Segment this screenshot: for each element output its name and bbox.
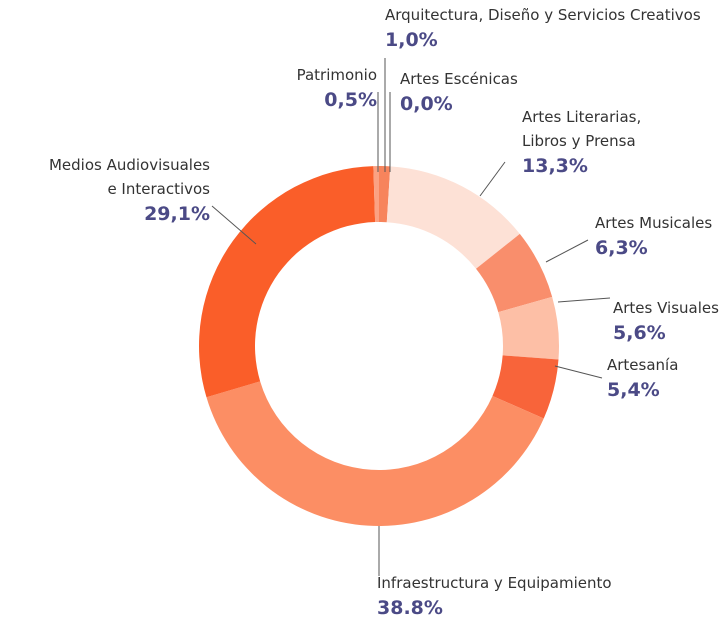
value-label: 5,6%	[613, 322, 666, 344]
label-line: Libros y Prensa	[522, 132, 636, 150]
slice-label: Patrimonio	[297, 66, 377, 84]
label-line: e Interactivos	[107, 180, 210, 198]
value-label: 1,0%	[385, 29, 438, 51]
label-line: Arquitectura, Diseño y Servicios Creativ…	[385, 6, 701, 24]
donut-segment	[373, 166, 379, 223]
value-label: 29,1%	[144, 203, 210, 225]
leader-line	[479, 161, 506, 197]
slice-label: Artes Escénicas	[400, 70, 518, 88]
slice-label: Arquitectura, Diseño y Servicios Creativ…	[385, 6, 701, 24]
donut-segment	[492, 355, 559, 419]
label-line: Medios Audiovisuales	[49, 156, 210, 174]
slice-label: Artes Visuales	[613, 299, 719, 317]
slice-label: Artes Musicales	[595, 214, 712, 232]
leader-line	[545, 239, 589, 263]
leader-line	[211, 205, 257, 245]
label-line: Artesanía	[607, 356, 678, 374]
leader-line	[557, 297, 611, 303]
slice-label: Artes Literarias, Libros y Prensa	[522, 108, 641, 150]
label-line: Artes Visuales	[613, 299, 719, 317]
label-line: Artes Literarias,	[522, 108, 641, 126]
donut-segment	[476, 233, 553, 313]
donut-segment	[379, 166, 391, 223]
donut-segment	[206, 381, 544, 526]
label-line: Infraestructura y Equipamiento	[377, 574, 612, 592]
label-line: Patrimonio	[297, 66, 377, 84]
leader-line	[554, 365, 603, 379]
value-label: 38.8%	[377, 597, 443, 619]
value-label: 0,5%	[324, 89, 377, 111]
label-line: Artes Musicales	[595, 214, 712, 232]
slice-label: Infraestructura y Equipamiento	[377, 574, 612, 592]
donut-segment	[198, 166, 376, 398]
value-label: 13,3%	[522, 155, 588, 177]
value-label: 6,3%	[595, 237, 648, 259]
slice-label: Medios Audiovisuales e Interactivos	[49, 156, 210, 198]
slice-label: Artesanía	[607, 356, 678, 374]
label-line: Artes Escénicas	[400, 70, 518, 88]
donut-segment	[386, 166, 520, 269]
donut-segment	[498, 296, 559, 360]
value-label: 5,4%	[607, 379, 660, 401]
value-label: 0,0%	[400, 93, 453, 115]
